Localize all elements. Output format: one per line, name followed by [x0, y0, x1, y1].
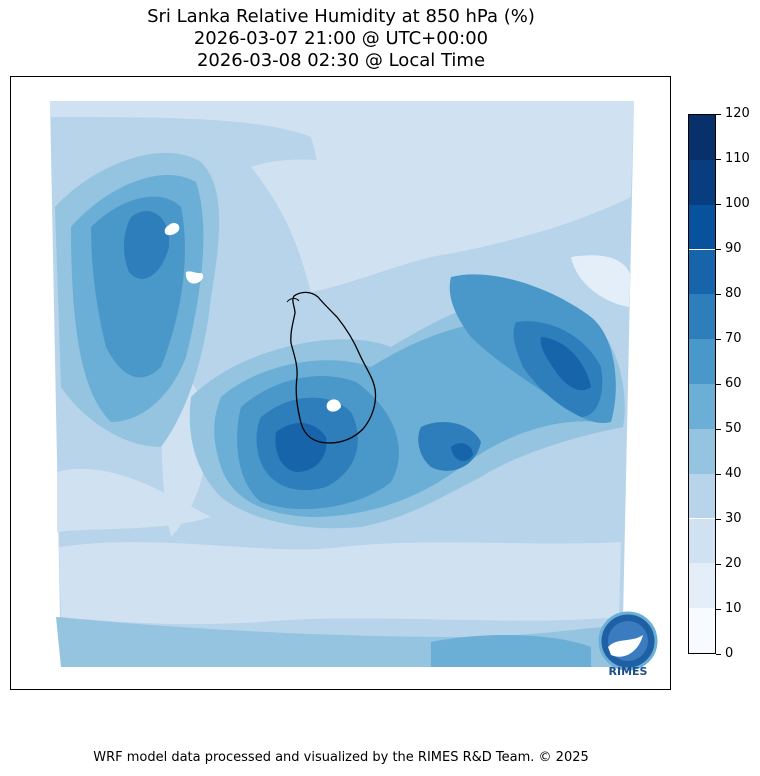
- colorbar-segment: [689, 294, 715, 340]
- title-line-3: 2026-03-08 02:30 @ Local Time: [196, 50, 486, 71]
- colorbar: [688, 114, 716, 654]
- title-line-2: 2026-03-07 21:00 @ UTC+00:00: [193, 28, 489, 49]
- sri-lanka-coastline: [290, 291, 377, 444]
- colorbar-tick-label: 0: [725, 646, 734, 661]
- colorbar-tick-label: 20: [725, 556, 742, 571]
- map-frame: RIMES: [10, 76, 671, 690]
- colorbar-segment: [689, 563, 715, 609]
- colorbar-tick-label: 90: [725, 241, 742, 256]
- colorbar-segment: [689, 428, 715, 474]
- colorbar-segment: [689, 204, 715, 250]
- colorbar-tick-label: 100: [725, 196, 750, 211]
- title-line-1: Sri Lanka Relative Humidity at 850 hPa (…: [147, 6, 535, 27]
- logo-text: RIMES: [609, 665, 648, 678]
- colorbar-tick-label: 60: [725, 376, 742, 391]
- colorbar-tick-label: 110: [725, 151, 750, 166]
- colorbar-tick-label: 70: [725, 331, 742, 346]
- colorbar-segment: [689, 384, 715, 429]
- map-title: Sri Lanka Relative Humidity at 850 hPa (…: [0, 6, 682, 72]
- colorbar-segment: [689, 473, 715, 519]
- colorbar-segment: [689, 518, 715, 564]
- colorbar-segment: [689, 339, 715, 384]
- humidity-contours: [50, 101, 634, 667]
- colorbar-tick-label: 120: [725, 106, 750, 121]
- colorbar-tick-label: 80: [725, 286, 742, 301]
- colorbar-tick-label: 10: [725, 601, 742, 616]
- colorbar-tick-label: 50: [725, 421, 742, 436]
- colorbar-segment: [689, 249, 715, 295]
- colorbar-segment: [689, 159, 715, 205]
- colorbar-segment: [689, 608, 715, 653]
- colorbar-tick-label: 30: [725, 511, 742, 526]
- colorbar-tick-label: 40: [725, 466, 742, 481]
- humidity-map: RIMES: [50, 101, 658, 678]
- rimes-logo: RIMES: [598, 611, 658, 678]
- footer-credit: WRF model data processed and visualized …: [93, 750, 589, 765]
- colorbar-segment: [689, 115, 715, 160]
